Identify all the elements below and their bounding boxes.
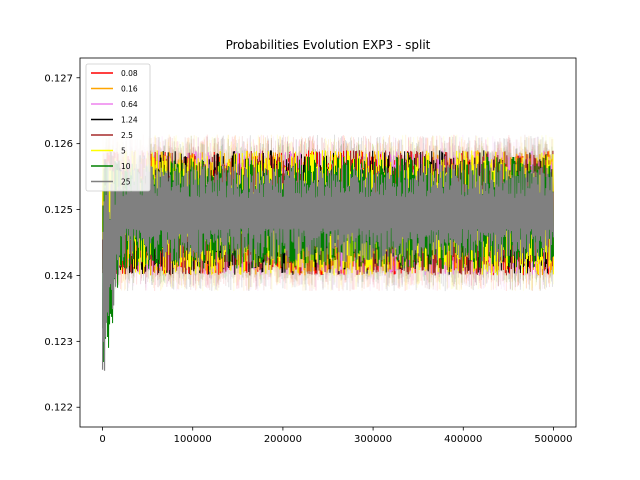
legend-label: 2.5 [121, 131, 133, 140]
series-layer [101, 134, 555, 371]
x-tick-label: 0 [99, 434, 105, 445]
chart-title: Probabilities Evolution EXP3 - split [226, 38, 431, 52]
y-tick-label: 0.124 [44, 271, 73, 282]
x-tick-label: 300000 [354, 434, 392, 445]
series-line-7 [101, 163, 555, 371]
x-tick-label: 200000 [264, 434, 302, 445]
x-tick-label: 100000 [174, 434, 212, 445]
y-tick-label: 0.126 [44, 139, 73, 150]
legend-label: 10 [121, 162, 131, 171]
y-tick-label: 0.122 [44, 403, 73, 414]
legend-box [85, 63, 151, 192]
y-tick-label: 0.127 [44, 73, 73, 84]
x-axis: 0 100000 200000 300000 400000 500000 [99, 427, 573, 445]
legend-label: 0.16 [121, 85, 138, 94]
x-tick-label: 400000 [444, 434, 482, 445]
y-tick-label: 0.125 [44, 205, 73, 216]
legend-label: 5 [121, 147, 126, 156]
plot-frame [79, 57, 577, 428]
y-tick-label: 0.123 [44, 337, 73, 348]
legend-label: 0.64 [121, 100, 138, 109]
legend-label: 1.24 [121, 116, 138, 125]
y-axis: 0.122 0.123 0.124 0.125 0.126 0.127 [44, 73, 80, 414]
legend-label: 0.08 [121, 69, 138, 78]
x-tick-label: 500000 [534, 434, 572, 445]
legend: 0.08 0.16 0.64 1.24 2.5 5 10 25 [85, 63, 151, 192]
legend-label: 25 [121, 178, 131, 187]
